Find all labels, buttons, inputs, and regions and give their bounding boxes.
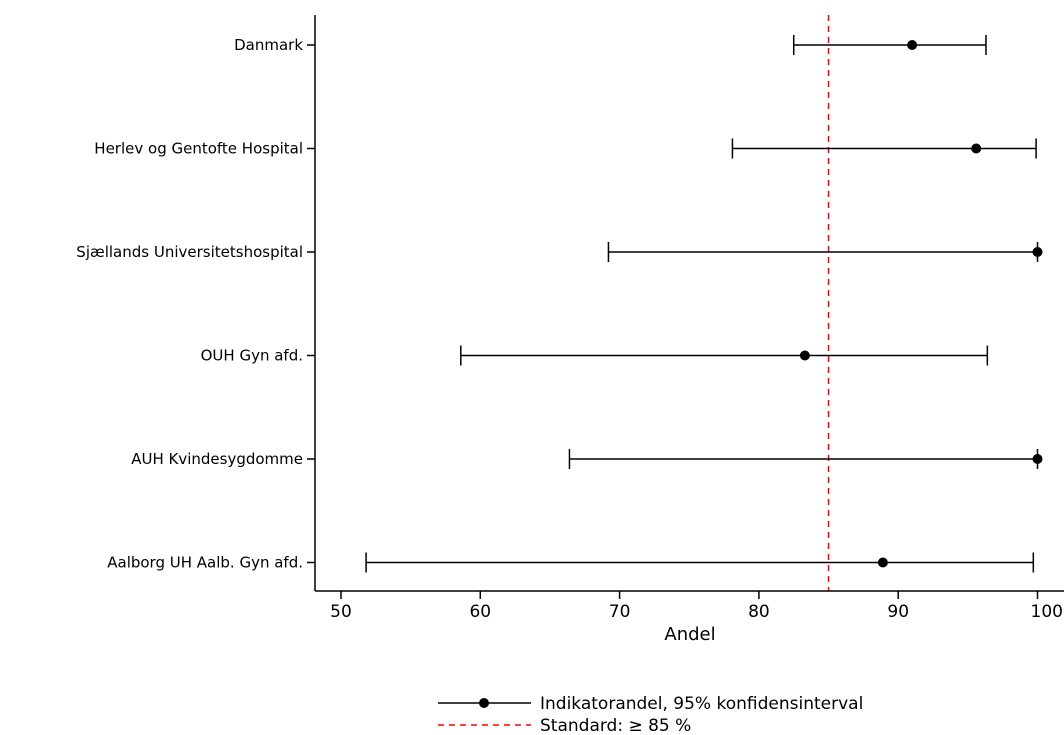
- category-labels: Danmark Herlev og Gentofte Hospital Sjælla…: [76, 36, 315, 572]
- category-label: Sjællands Universitetshospital: [76, 243, 303, 261]
- x-tick-label: 90: [887, 602, 909, 622]
- estimate-point: [877, 557, 888, 568]
- legend-ci-marker: [479, 698, 489, 708]
- x-tick-label: 50: [330, 602, 352, 622]
- legend-standard-label: Standard: ≥ 85 %: [540, 716, 691, 735]
- category-label: AUH Kvindesygdomme: [131, 450, 303, 468]
- x-tick-label: 70: [609, 602, 631, 622]
- confidence-interval-layer: [365, 35, 1043, 573]
- estimate-point: [971, 143, 982, 154]
- estimate-point: [1032, 454, 1043, 464]
- axes: [314, 15, 1064, 592]
- x-tick-label: 100: [1031, 602, 1063, 622]
- legend: Indikatorandel, 95% konfidensinterval St…: [438, 694, 863, 735]
- legend-entry-standard: Standard: ≥ 85 %: [438, 716, 691, 735]
- x-ticks: 50 60 70 80 90 100: [330, 591, 1063, 622]
- x-tick-label: 60: [469, 602, 491, 622]
- category-label: Danmark: [234, 36, 303, 54]
- legend-ci-label: Indikatorandel, 95% konfidensinterval: [540, 694, 863, 714]
- estimate-point: [799, 350, 810, 361]
- category-label: Aalborg UH Aalb. Gyn afd.: [107, 554, 303, 572]
- x-axis-title: Andel: [664, 624, 715, 645]
- estimate-point: [1032, 247, 1043, 257]
- category-label: Herlev og Gentofte Hospital: [94, 140, 303, 158]
- category-label: OUH Gyn afd.: [201, 347, 303, 365]
- estimate-point: [907, 40, 918, 50]
- legend-entry-ci: Indikatorandel, 95% konfidensinterval: [438, 694, 863, 714]
- x-tick-label: 80: [748, 602, 770, 622]
